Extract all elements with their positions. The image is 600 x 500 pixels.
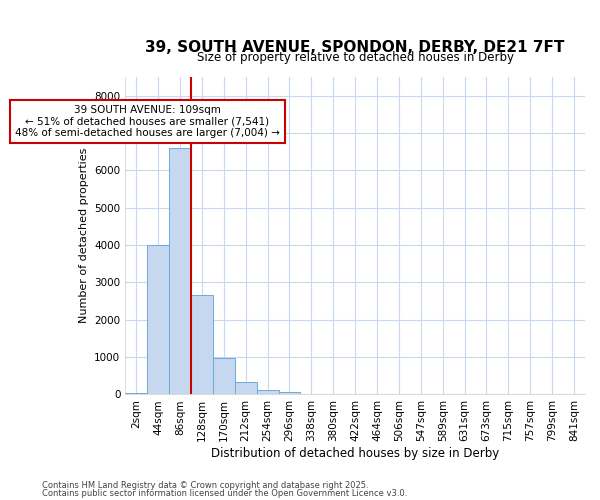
Text: Contains HM Land Registry data © Crown copyright and database right 2025.: Contains HM Land Registry data © Crown c…	[42, 480, 368, 490]
Y-axis label: Number of detached properties: Number of detached properties	[79, 148, 89, 324]
Text: 39 SOUTH AVENUE: 109sqm
← 51% of detached houses are smaller (7,541)
48% of semi: 39 SOUTH AVENUE: 109sqm ← 51% of detache…	[15, 105, 280, 138]
Text: Size of property relative to detached houses in Derby: Size of property relative to detached ho…	[197, 52, 514, 64]
Bar	[278, 392, 301, 394]
Title: 39, SOUTH AVENUE, SPONDON, DERBY, DE21 7FT: 39, SOUTH AVENUE, SPONDON, DERBY, DE21 7…	[145, 40, 565, 55]
X-axis label: Distribution of detached houses by size in Derby: Distribution of detached houses by size …	[211, 447, 499, 460]
Bar	[125, 392, 147, 394]
Bar	[235, 382, 257, 394]
Bar	[147, 245, 169, 394]
Bar	[257, 390, 278, 394]
Bar	[191, 296, 213, 394]
Bar	[213, 358, 235, 395]
Bar	[169, 148, 191, 394]
Text: Contains public sector information licensed under the Open Government Licence v3: Contains public sector information licen…	[42, 489, 407, 498]
